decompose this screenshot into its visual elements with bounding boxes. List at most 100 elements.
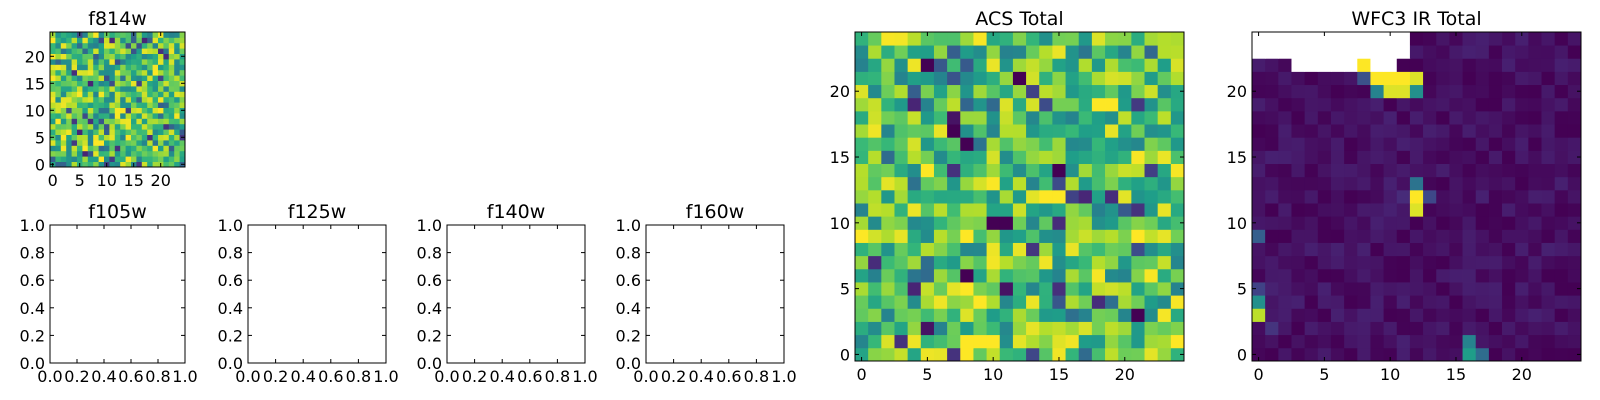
x-tick-label: 0.6 (517, 367, 542, 386)
heatmap-cell (1118, 268, 1132, 283)
heatmap-cell (1462, 242, 1477, 257)
heatmap-cell (114, 113, 121, 119)
heatmap-cell (1157, 32, 1172, 46)
heatmap-cell (1304, 242, 1319, 257)
y-tick-label: 5 (1237, 280, 1247, 299)
heatmap-cell (1278, 321, 1292, 336)
heatmap-cell (986, 150, 1001, 164)
heatmap-cell (1091, 97, 1106, 112)
heatmap-cell (986, 308, 1001, 322)
heatmap-cell (1144, 97, 1159, 112)
heatmap-cell (104, 134, 110, 141)
heatmap-cell (1502, 163, 1516, 178)
heatmap-cell (1357, 45, 1371, 59)
heatmap-cell (1026, 242, 1040, 257)
heatmap-cell (1144, 255, 1159, 270)
heatmap-cell (1091, 321, 1106, 336)
heatmap-cell (114, 42, 121, 49)
heatmap-cell (1330, 242, 1345, 257)
heatmap-cell (1252, 137, 1266, 151)
heatmap-cell (1515, 163, 1529, 178)
heatmap-cell (986, 295, 1001, 309)
heatmap-cell (120, 96, 126, 103)
heatmap-cell (1449, 242, 1463, 257)
heatmap-cell (1144, 308, 1159, 322)
x-tick-label: 0 (856, 365, 866, 384)
y-tick-label: 5 (840, 280, 850, 299)
heatmap-cell (894, 321, 909, 336)
heatmap-cell (1091, 110, 1106, 125)
heatmap-cell (960, 176, 974, 191)
heatmap-cell (1409, 255, 1424, 270)
heatmap-cell (1502, 268, 1516, 283)
heatmap-cell (881, 282, 895, 296)
heatmap-cell (1026, 321, 1040, 336)
heatmap-cell (1317, 308, 1332, 322)
heatmap-cell (131, 37, 137, 44)
heatmap-cell (1383, 84, 1398, 99)
heatmap-cell (907, 58, 922, 72)
heatmap-cell (1528, 229, 1542, 243)
axes-frame (247, 224, 387, 364)
heatmap-cell (55, 59, 62, 65)
y-tick-label: 1.0 (218, 216, 243, 235)
heatmap-cell (1078, 255, 1093, 270)
x-tick-label: 10 (983, 365, 1003, 384)
heatmap-cell (1118, 137, 1132, 151)
heatmap-cell (1291, 71, 1306, 86)
heatmap-cell (120, 59, 126, 65)
heatmap-cell (168, 161, 175, 168)
heatmap-cell (894, 308, 909, 322)
heatmap-cell (1554, 189, 1569, 204)
heatmap-cell (125, 156, 132, 162)
heatmap-cell (66, 32, 72, 38)
heatmap-cell (1462, 84, 1477, 99)
heatmap-cell (1170, 32, 1185, 46)
heatmap-cell (986, 110, 1001, 125)
heatmap-cell (125, 113, 132, 119)
heatmap-cell (920, 308, 935, 322)
heatmap-cell (999, 163, 1014, 178)
heatmap-cell (1252, 150, 1266, 164)
heatmap-cell (947, 282, 961, 296)
heatmap-cell (1462, 321, 1477, 336)
heatmap-cell (933, 97, 948, 112)
heatmap-cell (1488, 32, 1503, 46)
heatmap-cell (1131, 32, 1145, 46)
heatmap-cell (1039, 45, 1053, 59)
heatmap-cell (1449, 321, 1463, 336)
heatmap-cell (1065, 282, 1080, 296)
heatmap-cell (881, 97, 895, 112)
heatmap-cell (1528, 110, 1542, 125)
heatmap-cell (894, 216, 909, 230)
y-tick-label: 0.2 (417, 326, 442, 345)
heatmap-cell (152, 150, 159, 157)
heatmap-cells (1252, 32, 1582, 362)
heatmap-cell (1423, 242, 1437, 257)
heatmap-cell (1344, 255, 1358, 270)
heatmap-cell (1170, 189, 1185, 204)
heatmap-cell (1330, 45, 1345, 59)
heatmap-cell (1052, 347, 1066, 362)
heatmap-cell (881, 347, 895, 362)
heatmap-cell (1357, 308, 1371, 322)
heatmap-cell (947, 45, 961, 59)
heatmap-cell (1144, 150, 1159, 164)
heatmap-cell (1396, 229, 1411, 243)
heatmap-cell (1131, 242, 1145, 257)
heatmap-cell (1317, 295, 1332, 309)
heatmap-cell (1370, 295, 1384, 309)
heatmap-cell (1278, 216, 1292, 230)
heatmap-cell (179, 75, 186, 81)
heatmap-cell (1502, 84, 1516, 99)
heatmap-cell (881, 176, 895, 191)
heatmap-cell (1383, 321, 1398, 336)
heatmap-cell (855, 110, 869, 125)
heatmap-cell (1144, 45, 1159, 59)
heatmap-cell (1541, 124, 1556, 138)
heatmap-cell (114, 107, 121, 114)
heatmap-cell (125, 91, 132, 98)
heatmap-cell (147, 91, 153, 98)
heatmap-cell (174, 161, 180, 168)
heatmap-cell (1567, 58, 1582, 72)
